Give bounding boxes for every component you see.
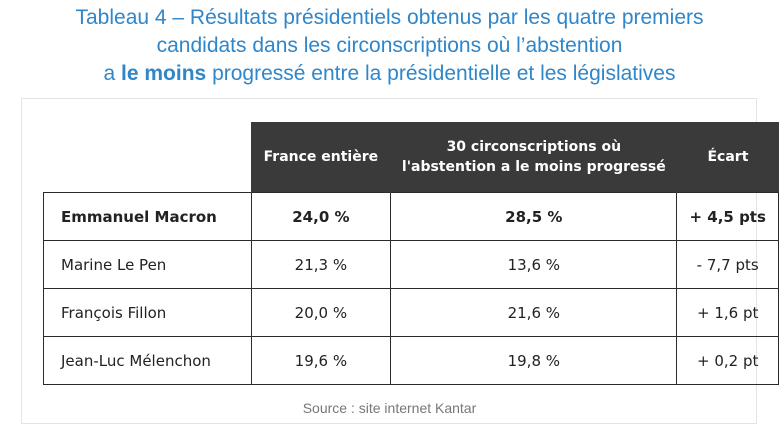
title-line-3-post: progressé entre la présidentielle et les… xyxy=(206,62,676,85)
ecart-value: + 1,6 pt xyxy=(676,288,779,337)
title-line-3: a le moins progressé entre la présidenti… xyxy=(0,60,779,88)
source-note: Source : site internet Kantar xyxy=(302,400,477,416)
table-row: François Fillon 20,0 % 21,6 % + 1,6 pt xyxy=(43,288,779,337)
france-value: 20,0 % xyxy=(250,288,392,337)
title-line-3-pre: a xyxy=(103,62,122,85)
circ-value: 21,6 % xyxy=(390,288,678,337)
france-value: 19,6 % xyxy=(250,336,392,385)
table-row: Jean-Luc Mélenchon 19,6 % 19,8 % + 0,2 p… xyxy=(43,336,779,385)
table-header-row: France entière 30 circonscriptions où l'… xyxy=(44,122,779,193)
candidate-name: Jean-Luc Mélenchon xyxy=(43,336,252,385)
table-title: Tableau 4 – Résultats présidentiels obte… xyxy=(0,4,779,88)
header-ecart: Écart xyxy=(676,122,779,193)
title-line-2: candidats dans les circonscriptions où l… xyxy=(156,34,623,57)
candidate-name: Emmanuel Macron xyxy=(43,192,252,241)
header-france-entiere: France entière xyxy=(250,122,391,193)
candidate-name: Marine Le Pen xyxy=(43,240,252,289)
header-empty xyxy=(44,122,252,193)
circ-value: 13,6 % xyxy=(390,240,678,289)
ecart-value: + 4,5 pts xyxy=(676,192,779,241)
circ-value: 19,8 % xyxy=(390,336,678,385)
table-row: Marine Le Pen 21,3 % 13,6 % - 7,7 pts xyxy=(43,240,779,289)
circ-value: 28,5 % xyxy=(390,192,678,241)
ecart-value: + 0,2 pt xyxy=(676,336,779,385)
table-row: Emmanuel Macron 24,0 % 28,5 % + 4,5 pts xyxy=(43,192,779,241)
candidate-name: François Fillon xyxy=(43,288,252,337)
ecart-value: - 7,7 pts xyxy=(676,240,779,289)
france-value: 21,3 % xyxy=(250,240,392,289)
title-line-3-bold: le moins xyxy=(121,62,207,85)
header-30-circonscriptions: 30 circonscriptions où l'abstention a le… xyxy=(390,122,677,193)
title-line-1: Tableau 4 – Résultats présidentiels obte… xyxy=(75,6,704,29)
results-table: France entière 30 circonscriptions où l'… xyxy=(43,122,779,385)
france-value: 24,0 % xyxy=(250,192,392,241)
